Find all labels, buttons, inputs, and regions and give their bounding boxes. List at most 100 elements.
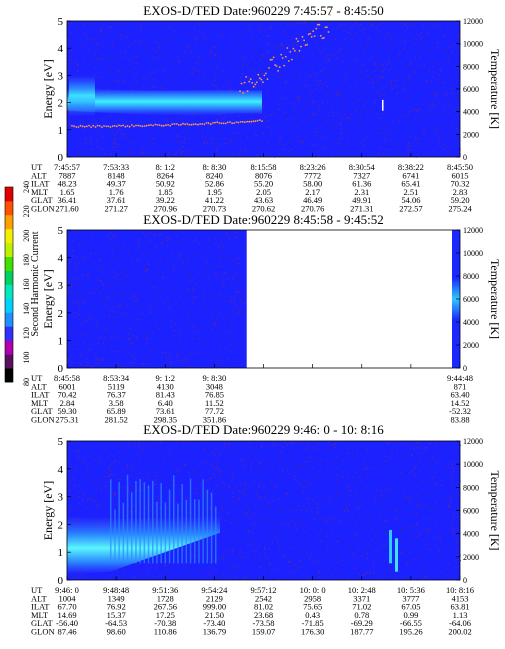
row-value: 271.31 <box>350 204 373 214</box>
noise-dot <box>221 35 223 37</box>
noise-dot <box>217 246 219 248</box>
row-value: 55.20 <box>254 179 273 189</box>
noise-dot <box>84 138 86 140</box>
noise-dot <box>168 358 170 360</box>
noise-dot <box>259 113 261 114</box>
noise-dot <box>244 291 246 293</box>
temperature-point <box>321 37 324 40</box>
noise-dot <box>323 90 325 92</box>
noise-dot <box>389 44 391 46</box>
temperature-point <box>291 58 293 61</box>
noise-dot <box>231 321 233 323</box>
noise-dot <box>280 523 282 525</box>
noise-dot <box>341 559 343 561</box>
noise-dot <box>417 553 419 555</box>
noise-dot <box>299 441 301 443</box>
noise-dot <box>255 556 256 558</box>
noise-dot <box>365 26 367 28</box>
noise-dot <box>147 573 149 575</box>
noise-dot <box>155 298 157 300</box>
noise-dot <box>249 447 251 449</box>
noise-dot <box>279 137 281 138</box>
noise-dot <box>103 490 105 492</box>
noise-dot <box>426 135 427 137</box>
noise-dot <box>224 116 225 118</box>
noise-dot <box>443 106 445 108</box>
noise-dot <box>317 473 319 475</box>
noise-dot <box>321 92 323 94</box>
noise-dot <box>99 463 101 465</box>
noise-dot <box>437 508 439 510</box>
noise-dot <box>141 40 143 41</box>
noise-dot <box>404 443 406 445</box>
noise-dot <box>79 362 80 364</box>
noise-dot <box>155 479 157 481</box>
noise-dot <box>413 447 415 449</box>
noise-dot <box>96 325 98 327</box>
noise-dot <box>433 455 435 457</box>
noise-dot <box>214 474 216 476</box>
noise-dot <box>435 127 436 129</box>
noise-dot <box>247 528 249 530</box>
noise-dot <box>297 52 298 54</box>
noise-dot <box>436 60 438 62</box>
noise-dot <box>210 120 212 122</box>
noise-dot <box>181 324 183 325</box>
noise-dot <box>381 546 383 548</box>
noise-dot <box>319 27 321 29</box>
noise-dot <box>408 32 410 33</box>
noise-dot <box>312 467 314 469</box>
noise-dot <box>137 56 139 58</box>
noise-dot <box>217 138 219 140</box>
noise-dot <box>92 325 94 327</box>
noise-dot <box>133 363 134 364</box>
burst-column <box>202 479 204 564</box>
noise-dot <box>287 32 288 34</box>
row-value: 9: 8:30 <box>202 373 226 383</box>
noise-dot <box>72 39 74 41</box>
noise-dot <box>221 499 223 501</box>
noise-dot <box>114 22 116 24</box>
noise-dot <box>104 578 106 579</box>
noise-dot <box>216 119 218 120</box>
noise-dot <box>322 103 324 104</box>
noise-dot <box>82 494 84 496</box>
noise-dot <box>308 498 310 500</box>
noise-dot <box>137 566 139 568</box>
noise-dot <box>122 279 124 281</box>
noise-dot <box>426 575 428 577</box>
noise-dot <box>300 441 302 443</box>
noise-dot <box>432 505 434 507</box>
noise-dot <box>247 136 248 138</box>
noise-dot <box>144 250 146 252</box>
noise-dot <box>439 535 441 537</box>
noise-dot <box>115 60 117 62</box>
noise-dot <box>303 491 304 493</box>
row-value: 7772 <box>304 170 321 180</box>
noise-dot <box>129 488 131 490</box>
noise-dot <box>182 241 184 243</box>
noise-dot <box>153 458 155 459</box>
noise-dot <box>252 31 254 32</box>
noise-dot <box>392 492 394 494</box>
noise-dot <box>336 467 338 469</box>
noise-dot <box>456 98 458 99</box>
y2-tick-label: 4000 <box>463 530 479 539</box>
noise-dot <box>435 125 437 127</box>
noise-dot <box>344 128 346 130</box>
noise-dot <box>78 313 80 315</box>
noise-dot <box>356 44 358 46</box>
row-value: -73.58 <box>253 618 275 628</box>
noise-dot <box>278 546 280 548</box>
noise-dot <box>250 122 252 124</box>
noise-dot <box>170 41 172 43</box>
noise-dot <box>245 147 247 149</box>
row-value: 67.05 <box>401 602 420 612</box>
noise-dot <box>98 58 100 60</box>
noise-dot <box>115 80 117 82</box>
noise-dot <box>327 466 328 468</box>
noise-dot <box>357 506 359 508</box>
row-value: 36.41 <box>57 195 76 205</box>
noise-dot <box>250 453 252 455</box>
noise-dot <box>99 358 100 360</box>
